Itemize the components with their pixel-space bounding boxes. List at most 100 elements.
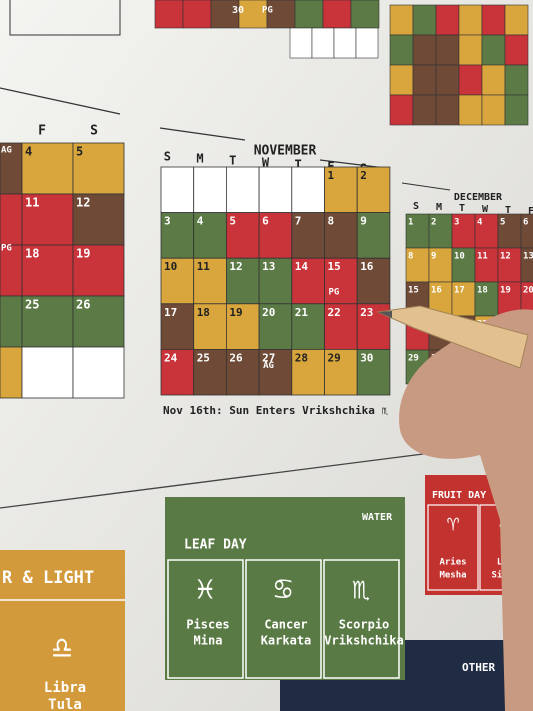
day-number: 25 (197, 351, 210, 364)
sign-box (323, 559, 400, 679)
grid (9, 0, 121, 36)
cell (193, 348, 227, 396)
cell (0, 346, 23, 399)
cell (154, 0, 184, 29)
sign-name: Cancer (264, 618, 307, 632)
cell (291, 257, 325, 305)
day-number: 18 (25, 247, 39, 261)
cell (504, 94, 529, 126)
weekday: S (90, 124, 98, 139)
element: WATER (362, 512, 393, 523)
day-number: 17 (164, 306, 177, 319)
sign-alt: Karkata (261, 634, 312, 648)
day-number: 24 (164, 351, 178, 364)
day-number: 9 (360, 215, 367, 228)
air-card (0, 550, 125, 711)
cell (72, 193, 125, 246)
cell (481, 94, 506, 126)
day-number: 13 (262, 260, 275, 273)
cell (481, 34, 506, 66)
weekday: W (482, 204, 489, 215)
label: PG (262, 6, 273, 16)
sign-alt: Mina (194, 634, 223, 648)
weekday: W (262, 156, 270, 170)
day-number: 21 (295, 306, 309, 319)
sign-name: Aries (439, 557, 466, 568)
day-number: 29 (328, 351, 341, 364)
day-number: 19 (76, 247, 90, 261)
day-number: 4 (197, 215, 204, 228)
day-number: 6 (523, 218, 528, 228)
cell (21, 244, 74, 297)
cell (389, 34, 414, 66)
day-number: 19 (229, 306, 242, 319)
day-number: 17 (454, 286, 465, 296)
cell (72, 295, 125, 348)
cell (481, 4, 506, 36)
rule (0, 87, 121, 115)
day-number: 19 (500, 286, 511, 296)
cell (356, 212, 391, 259)
cell (21, 295, 74, 348)
day-number: 8 (328, 215, 335, 228)
sign-alt: Vrikshchika (324, 634, 403, 648)
day-number: 5 (500, 218, 505, 228)
pencil-tip (378, 311, 392, 318)
cell (324, 348, 358, 396)
day-number: 6 (262, 215, 269, 228)
day-number: 25 (25, 298, 39, 312)
weekday: T (295, 158, 302, 172)
day-number: 22 (328, 306, 341, 319)
badge: PG (329, 288, 340, 298)
cell (160, 166, 195, 213)
day-number: 12 (500, 252, 511, 262)
cell (435, 94, 460, 126)
cell (504, 64, 529, 96)
cell (324, 303, 358, 350)
day-number: 11 (197, 260, 211, 273)
cell (389, 64, 414, 96)
weekday: S (164, 150, 171, 164)
cell (193, 166, 227, 213)
day-number: 13 (523, 252, 533, 262)
zodiac-symbol: ♋ (274, 572, 292, 607)
cell (435, 4, 460, 36)
cell (291, 303, 325, 350)
weekday: F (38, 124, 46, 139)
sign-alt: Tula (48, 697, 82, 711)
day-number: 28 (295, 351, 308, 364)
day-number: 27 (262, 351, 275, 364)
day-number: 16 (431, 286, 442, 296)
cell (72, 244, 125, 297)
cell (225, 166, 260, 213)
cell (458, 94, 483, 126)
cell (160, 303, 195, 350)
sign-name: Scorpio (339, 618, 390, 632)
day-number: 5 (76, 145, 83, 159)
cell (258, 257, 293, 305)
cell (504, 34, 529, 66)
cell (225, 257, 260, 305)
cell (389, 94, 414, 126)
day-number: 14 (295, 260, 309, 273)
cell (0, 295, 23, 348)
cell (324, 257, 358, 305)
rule (159, 127, 246, 141)
cell (21, 346, 74, 399)
cell (412, 94, 437, 126)
label: 30 (232, 5, 244, 16)
weekday: F (528, 206, 533, 217)
day-number: 9 (431, 252, 436, 262)
zodiac-symbol: ♎ (52, 629, 72, 669)
day-number: 15 (408, 286, 419, 296)
weekday: T (505, 205, 511, 216)
cell (504, 4, 529, 36)
day-number: 12 (229, 260, 242, 273)
note: Nov 16th: Sun Enters Vrikshchika ♏ (163, 404, 389, 417)
cell (412, 34, 437, 66)
day-number: 30 (360, 351, 373, 364)
cell (225, 303, 260, 350)
pencil (376, 305, 529, 369)
day-number: 10 (454, 252, 465, 262)
